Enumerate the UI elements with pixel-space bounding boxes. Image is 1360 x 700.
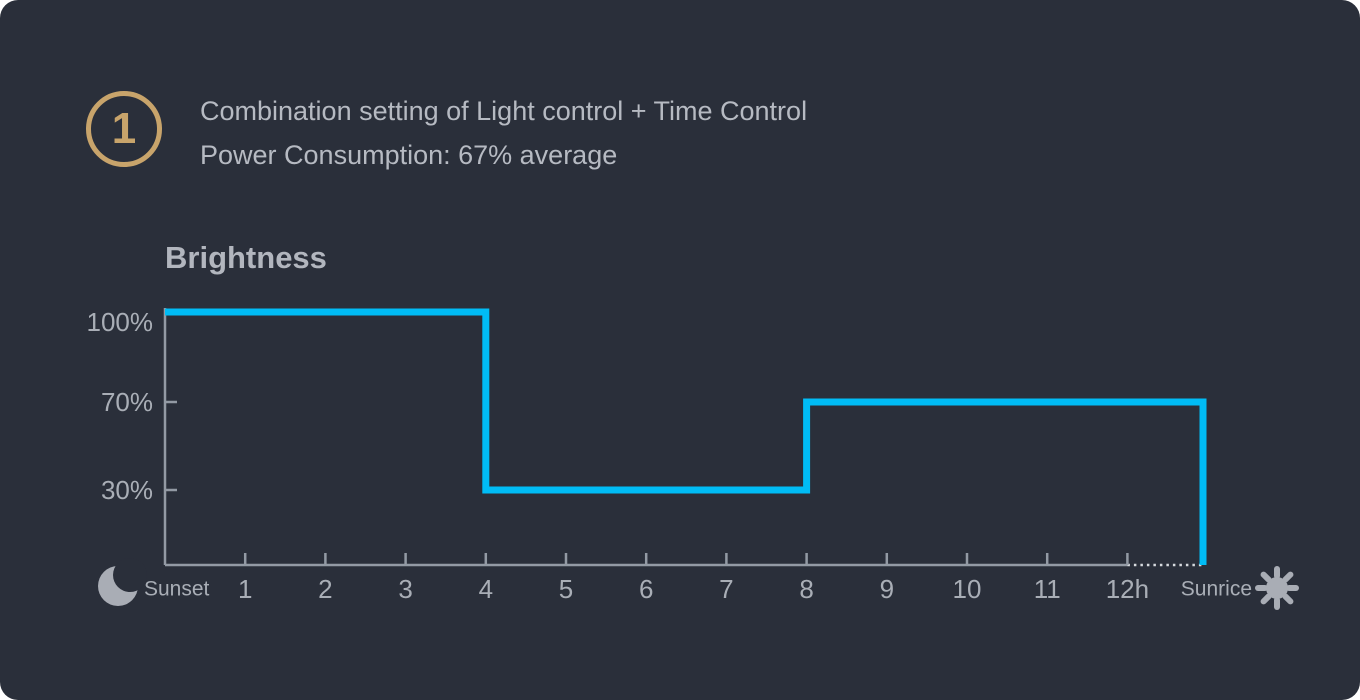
step-badge-number: 1 bbox=[111, 104, 137, 153]
sun-icon bbox=[1266, 577, 1288, 599]
y-tick-label: 30% bbox=[101, 475, 153, 505]
heading-line-1: Combination setting of Light control + T… bbox=[200, 96, 808, 126]
sun-icon-ray bbox=[1260, 571, 1272, 583]
x-tick-label: 6 bbox=[639, 574, 653, 604]
chart-title: Brightness bbox=[165, 240, 327, 275]
heading-line-2: Power Consumption: 67% average bbox=[200, 140, 618, 170]
x-tick-label: 10 bbox=[953, 574, 982, 604]
sun-icon-ray bbox=[1282, 593, 1294, 605]
sunrise-label: Sunrice bbox=[1181, 578, 1252, 601]
x-tick-label: 8 bbox=[799, 574, 813, 604]
brightness-step-line bbox=[165, 308, 1207, 565]
step-badge: 1 bbox=[86, 91, 162, 167]
x-tick-label: 7 bbox=[719, 574, 733, 604]
sun-icon-ray bbox=[1260, 593, 1272, 605]
y-tick-label: 100% bbox=[87, 307, 154, 337]
x-tick-label: 12h bbox=[1106, 574, 1149, 604]
x-tick-label: 1 bbox=[238, 574, 252, 604]
moon-icon-cutout bbox=[113, 558, 147, 592]
x-tick-label: 2 bbox=[318, 574, 332, 604]
sun-icon-ray bbox=[1282, 571, 1294, 583]
sunset-label: Sunset bbox=[144, 578, 210, 601]
y-tick-label: 70% bbox=[101, 387, 153, 417]
x-tick-label: 3 bbox=[398, 574, 412, 604]
x-tick-label: 4 bbox=[479, 574, 493, 604]
x-tick-label: 11 bbox=[1034, 574, 1061, 604]
x-tick-label: 9 bbox=[880, 574, 894, 604]
x-tick-label: 5 bbox=[559, 574, 573, 604]
header: Combination setting of Light control + T… bbox=[200, 89, 807, 177]
